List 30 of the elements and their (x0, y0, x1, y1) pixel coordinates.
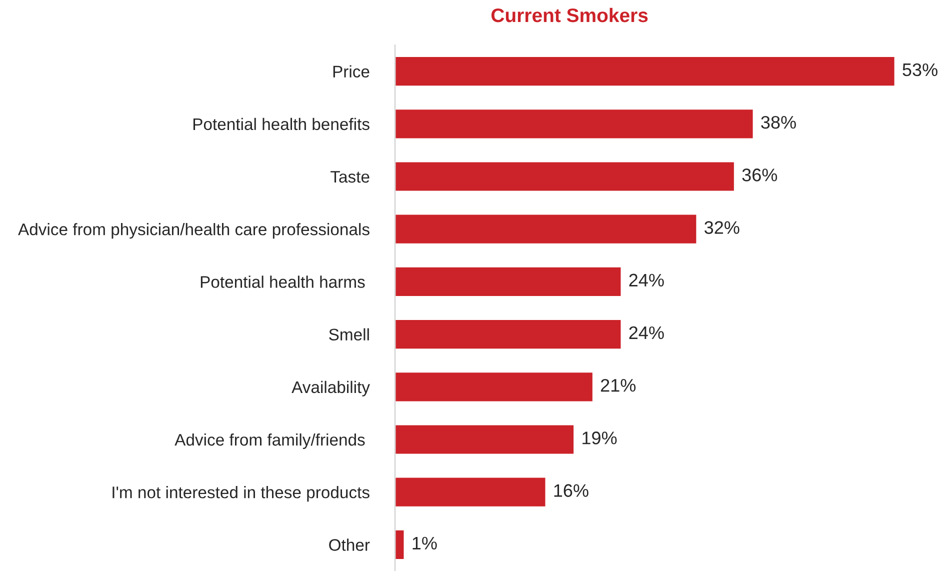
y-tick-label: Potential health harms (200, 276, 365, 288)
bar (394, 160, 736, 192)
data-label: 19% (582, 432, 617, 444)
y-tick-label: Advice from family/friends (174, 433, 365, 449)
y-tick-label: Taste (330, 171, 370, 183)
y-tick-label: Advice from physician/health care professionals (18, 223, 370, 239)
bar (394, 266, 622, 298)
data-label: 21% (600, 378, 636, 392)
bar (394, 371, 594, 403)
y-tick-label: Other (329, 538, 370, 551)
data-label: 36% (742, 168, 778, 182)
y-tick-label: Potential health benefits (193, 118, 370, 130)
bar (394, 424, 575, 456)
y-tick-label: I'm not interested in these products (112, 486, 370, 502)
bar (394, 476, 547, 508)
chart-title: Current Smokers (491, 8, 648, 22)
bar (394, 56, 896, 87)
data-label: 24% (629, 274, 664, 286)
bar (394, 213, 698, 245)
data-label: 1% (412, 536, 437, 550)
bar (394, 318, 622, 350)
y-tick-label: Price (333, 65, 370, 78)
y-tick-label: Smell (329, 328, 369, 341)
bar (394, 108, 754, 140)
y-tick-label: Availability (292, 380, 370, 396)
data-label: 53% (902, 63, 938, 76)
data-label: 24% (629, 326, 664, 340)
data-label: 38% (761, 116, 796, 129)
data-label: 32% (704, 221, 740, 234)
data-label: 16% (554, 484, 588, 497)
